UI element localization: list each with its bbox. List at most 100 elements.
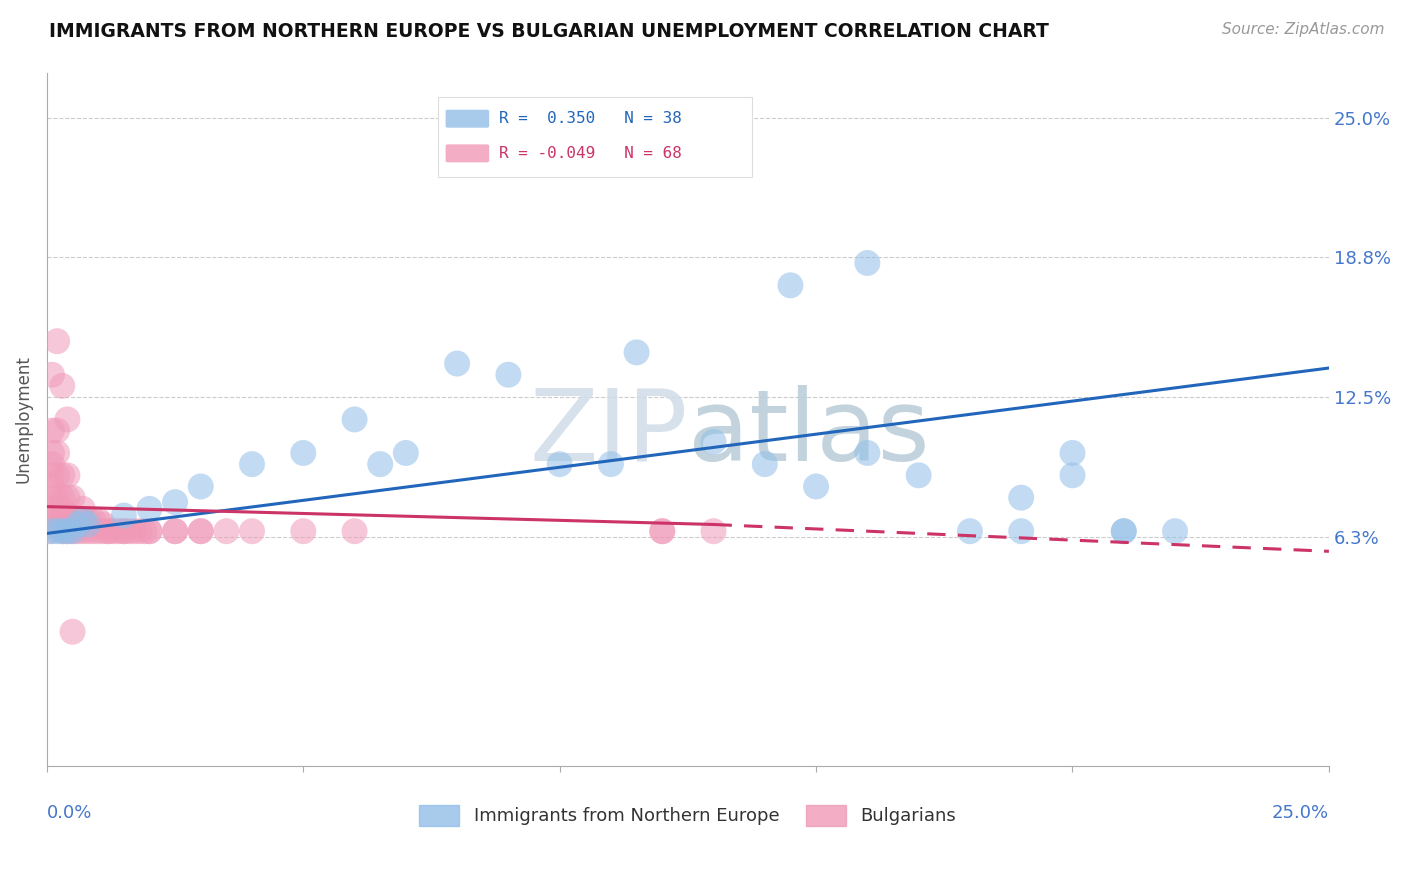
Point (56, 468, 79, 483)
Point (112, 508, 135, 523)
Point (190, 524, 212, 538)
Point (46, 491, 69, 505)
Point (856, 256, 879, 270)
Text: 0.0%: 0.0% (46, 804, 93, 822)
Point (82, 524, 104, 538)
Point (66, 517, 89, 532)
Point (702, 524, 724, 538)
Point (292, 524, 315, 538)
Point (548, 457, 571, 471)
Point (56, 524, 79, 538)
Point (87, 513, 110, 527)
Point (118, 524, 141, 538)
Point (112, 524, 135, 538)
Point (856, 446, 879, 460)
Point (134, 524, 156, 538)
Point (46, 446, 69, 460)
Text: IMMIGRANTS FROM NORTHERN EUROPE VS BULGARIAN UNEMPLOYMENT CORRELATION CHART: IMMIGRANTS FROM NORTHERN EUROPE VS BULGA… (49, 22, 1049, 41)
Text: R =  0.350   N = 38: R = 0.350 N = 38 (499, 112, 682, 126)
Point (41, 479, 63, 493)
Point (62, 513, 84, 527)
Point (56, 524, 79, 538)
Point (51, 501, 73, 516)
Point (395, 446, 418, 460)
Point (97, 524, 120, 538)
Point (97, 524, 120, 538)
Text: R = -0.049   N = 68: R = -0.049 N = 68 (499, 146, 682, 161)
Point (41, 446, 63, 460)
Point (51, 524, 73, 538)
Point (1062, 468, 1084, 483)
Point (77, 513, 100, 527)
Point (66, 524, 89, 538)
Legend: Immigrants from Northern Europe, Bulgarians: Immigrants from Northern Europe, Bulgari… (412, 797, 963, 833)
Point (46, 513, 69, 527)
Point (51, 379, 73, 393)
Point (66, 513, 89, 527)
Point (1010, 524, 1032, 538)
Point (103, 524, 125, 538)
Point (1010, 491, 1032, 505)
Point (62, 524, 84, 538)
Point (77, 517, 100, 532)
Point (41, 457, 63, 471)
Point (72, 501, 94, 516)
Point (240, 524, 263, 538)
Point (446, 357, 468, 371)
Point (498, 368, 520, 382)
Point (804, 479, 827, 493)
Point (215, 524, 238, 538)
Point (56, 412, 79, 426)
Point (107, 524, 129, 538)
Point (138, 501, 160, 516)
Text: atlas: atlas (688, 384, 929, 482)
Point (138, 524, 160, 538)
Point (51, 524, 73, 538)
Point (626, 345, 648, 359)
Text: 25.0%: 25.0% (1272, 804, 1329, 822)
Point (1112, 524, 1135, 538)
Point (56, 513, 79, 527)
Point (190, 479, 212, 493)
Point (72, 513, 94, 527)
Point (368, 457, 391, 471)
Point (46, 468, 69, 483)
Point (51, 513, 73, 527)
Point (46, 524, 69, 538)
Point (46, 424, 69, 438)
Point (651, 111, 673, 125)
Point (651, 524, 673, 538)
Y-axis label: Unemployment: Unemployment (15, 356, 32, 483)
Point (51, 468, 73, 483)
Point (779, 278, 801, 293)
Point (112, 524, 135, 538)
Point (41, 524, 63, 538)
Point (62, 491, 84, 505)
Point (292, 446, 315, 460)
FancyBboxPatch shape (437, 97, 752, 177)
Point (122, 524, 145, 538)
Point (38, 524, 60, 538)
Point (190, 524, 212, 538)
Point (91, 517, 114, 532)
Point (46, 334, 69, 349)
Point (41, 513, 63, 527)
Point (62, 624, 84, 639)
FancyBboxPatch shape (446, 145, 489, 162)
FancyBboxPatch shape (446, 110, 489, 128)
Point (41, 491, 63, 505)
Point (46, 501, 69, 516)
Point (128, 524, 150, 538)
Point (959, 524, 981, 538)
Point (41, 424, 63, 438)
Point (41, 501, 63, 516)
Point (51, 491, 73, 505)
Point (754, 457, 776, 471)
Point (41, 468, 63, 483)
Point (600, 457, 623, 471)
Point (87, 524, 110, 538)
Point (62, 524, 84, 538)
Point (56, 491, 79, 505)
Point (165, 495, 187, 509)
Point (72, 524, 94, 538)
